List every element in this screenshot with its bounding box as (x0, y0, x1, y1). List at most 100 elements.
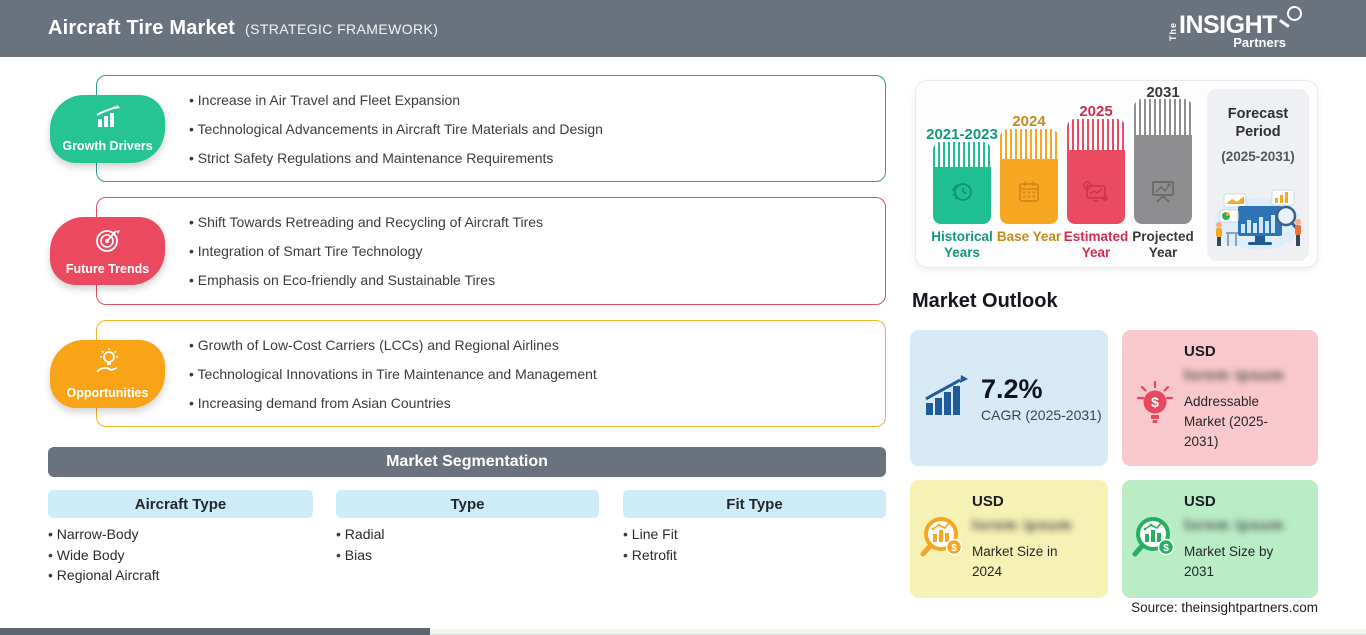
bar-stripes (1000, 129, 1058, 159)
opportunity-item: Technological Innovations in Tire Mainte… (189, 366, 885, 382)
list-item: Regional Aircraft (48, 565, 160, 586)
forecast-period-range: (2025-2031) (1221, 149, 1295, 164)
growth-driver-item: Increase in Air Travel and Fleet Expansi… (189, 92, 885, 108)
bar-stripes (1134, 99, 1192, 135)
svg-text:$: $ (1151, 394, 1159, 410)
magnifier-icon (1287, 6, 1302, 21)
cagr-card: 7.2% CAGR (2025-2031) (910, 330, 1108, 466)
currency-label: USD (1184, 343, 1216, 360)
svg-text:$: $ (1163, 543, 1169, 554)
cagr-text-block: 7.2% CAGR (2025-2031) (981, 374, 1102, 423)
growth-drivers-label: Growth Drivers (62, 139, 153, 153)
list-item: Bias (336, 545, 385, 566)
base-year-label: Base Year (996, 229, 1062, 244)
future-trends-badge: Future Trends (50, 217, 165, 285)
column-header-label: Fit Type (726, 495, 783, 513)
currency-label: USD (972, 493, 1004, 510)
opportunities-label: Opportunities (66, 386, 149, 400)
magnifier-handle-icon (1279, 19, 1290, 28)
future-trend-item: Emphasis on Eco-friendly and Sustainable… (189, 272, 885, 288)
card-caption: Market Size in 2024 (972, 544, 1058, 579)
growth-chart-icon (93, 105, 123, 136)
estimated-year-bar (1067, 119, 1125, 224)
aircraft-type-list: Narrow-Body Wide Body Regional Aircraft (48, 524, 160, 586)
list-item: Radial (336, 524, 385, 545)
calendar-icon (1016, 179, 1042, 210)
research-timeline-card: 2021-2023 2024 2025 2031 (915, 80, 1318, 268)
segmentation-column-aircraft-type: Aircraft Type (48, 490, 313, 518)
segmentation-column-fit-type: Fit Type (623, 490, 886, 518)
opportunity-item: Growth of Low-Cost Carriers (LCCs) and R… (189, 337, 885, 353)
logo-partners-text: Partners (1233, 35, 1286, 50)
market-outlook-title: Market Outlook (912, 290, 1058, 312)
cagr-value: 7.2% (981, 373, 1043, 404)
addressable-market-card: $ USD lorem ipsum Addressable Market (20… (1122, 330, 1318, 466)
market-size-2024-card: $ USD lorem ipsum Market Size in 2024 (910, 480, 1108, 598)
estimated-year-value: 2025 (1079, 103, 1113, 120)
growth-driver-item: Strict Safety Regulations and Maintenanc… (189, 150, 885, 166)
footer-bar-light (430, 629, 1366, 635)
list-item: Retrofit (623, 545, 678, 566)
bar-solid (933, 167, 991, 224)
list-item: Wide Body (48, 545, 160, 566)
logo-insight-text: INSIGHT (1179, 11, 1277, 39)
forecast-period-title: Forecast Period (1227, 106, 1289, 140)
market-segmentation-header: Market Segmentation (48, 447, 886, 477)
future-trends-label: Future Trends (65, 262, 150, 276)
opportunities-box: Growth of Low-Cost Carriers (LCCs) and R… (96, 320, 886, 427)
dollar-bulb-icon: $ (1134, 380, 1176, 433)
card-caption: Addressable Market (2025-2031) (1184, 394, 1269, 449)
list-item: Line Fit (623, 524, 678, 545)
growth-driver-item: Technological Advancements in Aircraft T… (189, 121, 885, 137)
source-text: Source: theinsightpartners.com (1131, 600, 1318, 615)
future-trend-item: Shift Towards Retreading and Recycling o… (189, 214, 885, 230)
history-clock-icon (949, 179, 975, 210)
magnifier-chart-icon: $ (918, 512, 972, 571)
footer-bar-dark (0, 628, 430, 635)
base-year-value: 2024 (1012, 113, 1046, 130)
future-trends-box: Shift Towards Retreading and Recycling o… (96, 197, 886, 305)
fit-type-list: Line Fit Retrofit (623, 524, 678, 565)
forecast-period-panel: Forecast Period (2025-2031) (1207, 89, 1309, 261)
market-size-2024-text: USD lorem ipsum Market Size in 2024 (972, 493, 1090, 582)
growth-drivers-badge: Growth Drivers (50, 95, 165, 163)
historical-years-value: 2021-2023 (926, 126, 998, 143)
projected-year-bar (1134, 99, 1192, 224)
cagr-bar-chart-icon (924, 374, 970, 422)
insight-partners-logo: The INSIGHT Partners (1168, 6, 1304, 51)
page-subtitle: (STRATEGIC FRAMEWORK) (245, 20, 439, 37)
bar-solid (1134, 135, 1192, 224)
market-size-2031-card: $ USD lorem ipsum Market Size by 2031 (1122, 480, 1318, 598)
magnifier-chart-icon: $ (1130, 512, 1184, 571)
projected-year-value: 2031 (1146, 84, 1180, 101)
historical-years-label: Historical Years (931, 229, 993, 260)
bar-stripes (1067, 119, 1125, 150)
masked-value: lorem ipsum (1184, 367, 1285, 384)
page-title: Aircraft Tire Market (48, 17, 236, 39)
market-size-2031-text: USD lorem ipsum Market Size by 2031 (1184, 493, 1302, 582)
opportunity-item: Increasing demand from Asian Countries (189, 395, 885, 411)
segmentation-column-type: Type (336, 490, 599, 518)
base-year-bar (1000, 129, 1058, 224)
growth-drivers-box: Increase in Air Travel and Fleet Expansi… (96, 75, 886, 182)
column-header-label: Type (450, 495, 485, 513)
list-item: Narrow-Body (48, 524, 160, 545)
forecast-illustration (1210, 182, 1306, 257)
bar-stripes (933, 142, 991, 167)
cagr-caption: CAGR (2025-2031) (981, 406, 1102, 423)
svg-text:$: $ (951, 543, 957, 554)
opportunities-badge: Opportunities (50, 340, 165, 408)
addressable-market-text: USD lorem ipsum Addressable Market (2025… (1184, 343, 1302, 452)
currency-label: USD (1184, 493, 1216, 510)
masked-value: lorem ipsum (972, 517, 1073, 534)
historical-years-bar (933, 142, 991, 224)
target-icon (94, 226, 122, 259)
column-header-label: Aircraft Type (134, 495, 227, 513)
estimate-monitor-icon (1081, 179, 1111, 210)
logo-the-text: The (1168, 21, 1178, 41)
bulb-hand-icon (93, 348, 123, 383)
estimated-year-label: Estimated Year (1063, 229, 1129, 260)
future-trend-item: Integration of Smart Tire Technology (189, 243, 885, 259)
projected-year-label: Projected Year (1132, 229, 1194, 260)
